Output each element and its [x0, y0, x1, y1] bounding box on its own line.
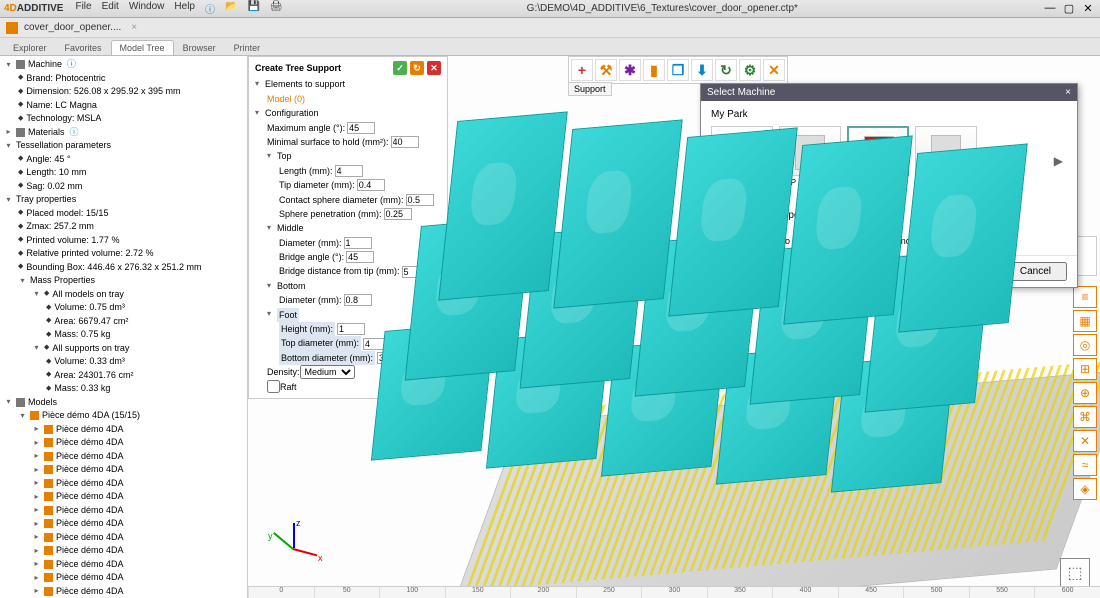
- view-cube[interactable]: ⬚: [1060, 558, 1090, 588]
- menu-edit[interactable]: Edit: [102, 1, 119, 16]
- app-logo: 4DADDITIVE: [4, 3, 63, 14]
- toolbar-close-button[interactable]: ✕: [763, 59, 785, 81]
- tree-model-item[interactable]: ▸Pièce démo 4DA: [32, 585, 247, 598]
- maximize-icon[interactable]: ▢: [1061, 2, 1077, 15]
- apply-icon[interactable]: ✓: [393, 61, 407, 75]
- tree-model-item[interactable]: ▸Pièce démo 4DA: [32, 517, 247, 531]
- menubar: File Edit Window Help ⓘ 📂 💾 🖨: [75, 1, 282, 16]
- toolbar-download-button[interactable]: ⬇: [691, 59, 713, 81]
- toolbar-tool-button[interactable]: ⚒: [595, 59, 617, 81]
- help-icon[interactable]: ⓘ: [205, 1, 215, 16]
- right-tool-0[interactable]: ≡: [1073, 286, 1097, 308]
- minimize-icon[interactable]: —: [1042, 2, 1058, 15]
- tree-tessellation[interactable]: ▾Tessellation parameters: [4, 139, 247, 153]
- sphere-penetration-input[interactable]: [384, 208, 412, 220]
- tree-model-item[interactable]: ▸Pièce démo 4DA: [32, 558, 247, 572]
- tree-model-item[interactable]: ▸Pièce démo 4DA: [32, 531, 247, 545]
- tree-model-item[interactable]: ▸Pièce démo 4DA: [32, 571, 247, 585]
- toolbar-copy-button[interactable]: ❐: [667, 59, 689, 81]
- right-toolbar: ≡▦◎⊞⊕⌘✕≈◈: [1073, 286, 1097, 500]
- title-path: G:\DEMO\4D_ADDITIVE\6_Textures\cover_doo…: [283, 3, 1042, 14]
- tree-mass[interactable]: ▾Mass Properties: [18, 274, 247, 288]
- close-icon[interactable]: ✕: [1080, 2, 1096, 15]
- file-icon: [6, 22, 18, 34]
- tree-model-item[interactable]: ▸Pièce démo 4DA: [32, 463, 247, 477]
- 3d-part[interactable]: [553, 119, 682, 308]
- refresh-icon[interactable]: ↻: [410, 61, 424, 75]
- panel-tabs: Explorer Favorites Model Tree Browser Pr…: [0, 38, 1100, 56]
- model-tree-panel: ▾Machine ⓘ ◆Brand: Photocentric ◆Dimensi…: [0, 56, 248, 598]
- right-tool-7[interactable]: ≈: [1073, 454, 1097, 476]
- contact-sphere-input[interactable]: [406, 194, 434, 206]
- file-tab[interactable]: cover_door_opener....: [24, 22, 121, 33]
- right-tool-4[interactable]: ⊕: [1073, 382, 1097, 404]
- close-tab-icon[interactable]: ×: [131, 22, 137, 33]
- right-tool-8[interactable]: ◈: [1073, 478, 1097, 500]
- min-surface-input[interactable]: [391, 136, 419, 148]
- middle-diameter-input[interactable]: [344, 237, 372, 249]
- tree-tray[interactable]: ▾Tray properties: [4, 193, 247, 207]
- tab-modeltree[interactable]: Model Tree: [111, 40, 174, 55]
- menu-file[interactable]: File: [75, 1, 91, 16]
- toolbar-star-button[interactable]: ✱: [619, 59, 641, 81]
- tip-diameter-input[interactable]: [357, 179, 385, 191]
- tree-model-item[interactable]: ▸Pièce démo 4DA: [32, 423, 247, 437]
- cancel-icon[interactable]: ✕: [427, 61, 441, 75]
- next-arrow-icon[interactable]: ▶: [1050, 154, 1067, 168]
- file-tabs: cover_door_opener.... ×: [0, 18, 1100, 38]
- panel-title: Create Tree Support: [255, 61, 341, 75]
- tree-model-item[interactable]: ▸Pièce démo 4DA: [32, 504, 247, 518]
- foot-height-input[interactable]: [337, 323, 365, 335]
- tree-model-item[interactable]: ▸Pièce démo 4DA: [32, 450, 247, 464]
- tab-favorites[interactable]: Favorites: [56, 40, 111, 55]
- right-tool-3[interactable]: ⊞: [1073, 358, 1097, 380]
- tree-machine[interactable]: ▾Machine ⓘ: [4, 58, 247, 72]
- toolbar-add-button[interactable]: +: [571, 59, 593, 81]
- ruler: 050100150200250300350400450500550600: [248, 586, 1100, 598]
- tab-printer[interactable]: Printer: [225, 40, 270, 55]
- save-icon[interactable]: 💾: [247, 1, 259, 16]
- 3d-viewport[interactable]: Create Tree Support ✓ ↻ ✕ ▾Elements to s…: [248, 56, 1100, 598]
- tree-model-item[interactable]: ▸Pièce démo 4DA: [32, 436, 247, 450]
- viewport-toolbar: +⚒✱▮❐⬇↻⚙✕: [568, 56, 788, 84]
- tree-model-item[interactable]: ▸Pièce démo 4DA: [32, 544, 247, 558]
- mypark-label: My Park: [711, 109, 1067, 120]
- right-tool-1[interactable]: ▦: [1073, 310, 1097, 332]
- tree-model-item[interactable]: ▸Pièce démo 4DA: [32, 477, 247, 491]
- right-tool-6[interactable]: ✕: [1073, 430, 1097, 452]
- menu-window[interactable]: Window: [129, 1, 165, 16]
- toolbar-chart-button[interactable]: ▮: [643, 59, 665, 81]
- top-length-input[interactable]: [335, 165, 363, 177]
- print-icon[interactable]: 🖨: [270, 1, 283, 16]
- 3d-part[interactable]: [898, 143, 1027, 332]
- tree-materials[interactable]: ▸Materials ⓘ: [4, 126, 247, 140]
- model-element[interactable]: Model (0): [267, 92, 305, 106]
- right-tool-5[interactable]: ⌘: [1073, 406, 1097, 428]
- 3d-part[interactable]: [438, 111, 567, 300]
- raft-checkbox[interactable]: [267, 380, 280, 393]
- bridge-angle-input[interactable]: [346, 251, 374, 263]
- dialog-title: Select Machine: [707, 87, 775, 98]
- tree-models[interactable]: ▾Models: [4, 396, 247, 410]
- 3d-part[interactable]: [783, 135, 912, 324]
- menu-help[interactable]: Help: [174, 1, 195, 16]
- bottom-diameter-input[interactable]: [344, 294, 372, 306]
- dialog-close-icon[interactable]: ×: [1065, 87, 1071, 98]
- max-angle-input[interactable]: [347, 122, 375, 134]
- tree-model-item[interactable]: ▸Pièce démo 4DA: [32, 490, 247, 504]
- tab-browser[interactable]: Browser: [174, 40, 225, 55]
- tab-explorer[interactable]: Explorer: [4, 40, 56, 55]
- density-select[interactable]: Medium: [300, 365, 355, 379]
- toolbar-settings-button[interactable]: ⚙: [739, 59, 761, 81]
- axis-gizmo: xyz: [263, 518, 323, 578]
- titlebar: 4DADDITIVE File Edit Window Help ⓘ 📂 💾 🖨…: [0, 0, 1100, 18]
- right-tool-2[interactable]: ◎: [1073, 334, 1097, 356]
- 3d-part[interactable]: [668, 127, 797, 316]
- toolbar-refresh-button[interactable]: ↻: [715, 59, 737, 81]
- support-tab[interactable]: Support: [568, 82, 612, 96]
- open-icon[interactable]: 📂: [225, 1, 237, 16]
